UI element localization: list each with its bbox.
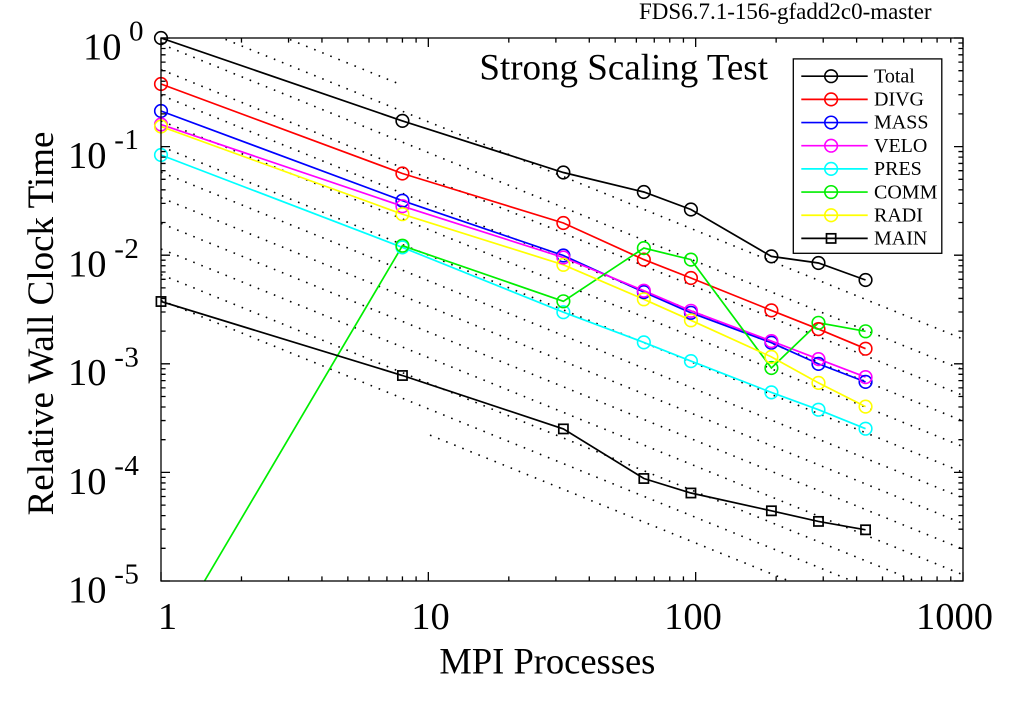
svg-text:RADI: RADI [874,204,923,226]
svg-text:10: 10 [68,569,107,611]
svg-text:FDS6.7.1-156-gfadd2c0-master: FDS6.7.1-156-gfadd2c0-master [639,0,932,24]
svg-text:1: 1 [158,596,177,638]
svg-text:PRES: PRES [874,158,922,180]
svg-text:DIVG: DIVG [874,89,924,111]
svg-text:1000: 1000 [916,596,993,638]
svg-text:-1: -1 [114,124,139,156]
svg-text:10: 10 [411,596,450,638]
svg-text:Total: Total [874,65,915,87]
svg-text:VELO: VELO [874,135,927,157]
svg-text:COMM: COMM [874,181,938,203]
svg-text:10: 10 [83,26,122,68]
svg-text:MAIN: MAIN [874,228,927,250]
svg-text:10: 10 [68,461,107,503]
svg-text:0: 0 [129,16,144,48]
svg-text:-3: -3 [114,341,139,373]
svg-text:10: 10 [68,135,107,177]
svg-text:10: 10 [68,244,107,286]
svg-text:MASS: MASS [874,112,928,134]
svg-text:-5: -5 [114,559,139,591]
svg-text:MPI Processes: MPI Processes [439,641,655,682]
svg-text:-4: -4 [114,450,139,482]
svg-text:Relative Wall Clock Time: Relative Wall Clock Time [21,132,62,516]
svg-text:Strong Scaling Test: Strong Scaling Test [479,48,768,89]
svg-text:10: 10 [68,352,107,394]
svg-text:100: 100 [664,596,722,638]
svg-text:-2: -2 [114,233,139,265]
